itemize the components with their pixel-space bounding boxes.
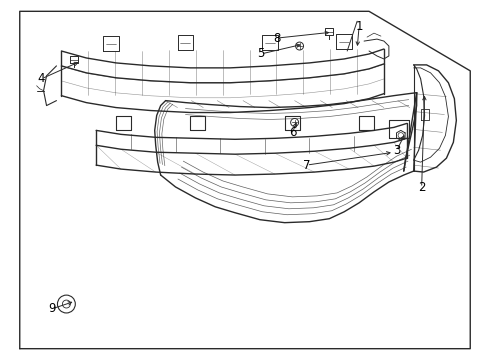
Text: 2: 2 xyxy=(417,181,425,194)
Text: 7: 7 xyxy=(302,159,309,172)
Text: 3: 3 xyxy=(392,144,400,157)
Text: 1: 1 xyxy=(355,20,362,33)
Text: 9: 9 xyxy=(48,302,55,315)
Text: 4: 4 xyxy=(38,72,45,85)
Text: 6: 6 xyxy=(288,126,296,139)
Text: 5: 5 xyxy=(257,48,264,60)
Text: 8: 8 xyxy=(272,32,280,45)
